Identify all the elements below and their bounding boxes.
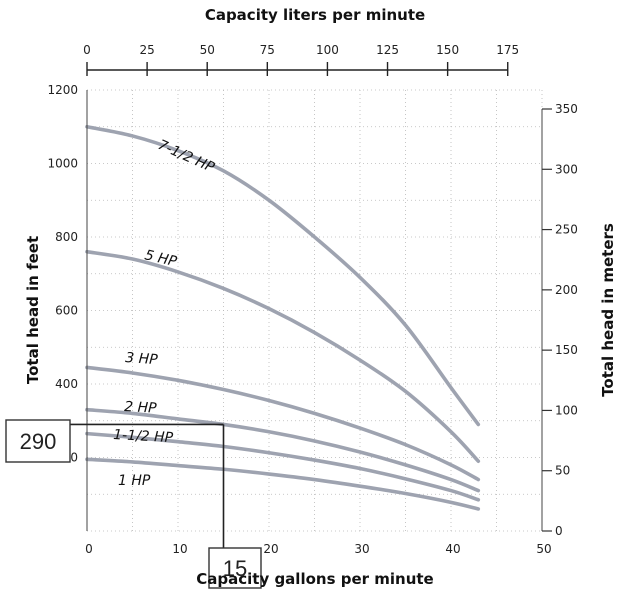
series-line-2 xyxy=(85,365,481,482)
y-tick-label: 1200 xyxy=(47,83,78,97)
top-tick-label: 125 xyxy=(376,43,399,57)
series-label-4: 1-1/2 HP xyxy=(113,427,174,446)
x-tick-label: 10 xyxy=(172,542,187,556)
x-tick-label: 30 xyxy=(354,542,369,556)
axes xyxy=(86,62,552,532)
callout-text-1: 15 xyxy=(223,556,247,581)
series-line-0 xyxy=(85,124,481,427)
series-line-4 xyxy=(85,431,481,502)
callout-text-0: 290 xyxy=(20,429,57,454)
right-tick-label: 250 xyxy=(555,223,578,237)
curve-labels: 7-1/2 HP 5 HP 3 HP 2 HP 1-1/2 HP 1 HP xyxy=(113,137,217,489)
top-axis-title: Capacity liters per minute xyxy=(205,6,425,24)
right-tick-label: 100 xyxy=(555,403,578,417)
right-tick-label: 150 xyxy=(555,343,578,357)
y-tick-label: 400 xyxy=(55,377,78,391)
series-label-2: 3 HP xyxy=(125,350,159,368)
right-axis-title: Total head in meters xyxy=(599,223,617,397)
y-tick-label: 800 xyxy=(55,230,78,244)
curves xyxy=(85,124,481,511)
top-tick-label: 100 xyxy=(316,43,339,57)
right-tick-label: 50 xyxy=(555,464,570,478)
series-line-1 xyxy=(85,249,481,463)
top-tick-label: 25 xyxy=(139,43,154,57)
x-tick-label: 40 xyxy=(445,542,460,556)
series-label-1: 5 HP xyxy=(143,247,179,270)
x-tick-label: 20 xyxy=(263,542,278,556)
x-axis-title: Capacity gallons per minute xyxy=(196,570,433,588)
series-label-3: 2 HP xyxy=(124,399,158,417)
series-line-5 xyxy=(85,457,481,511)
y-tick-label: 1000 xyxy=(47,157,78,171)
right-tick-label: 200 xyxy=(555,283,578,297)
callout-box-1 xyxy=(208,547,262,589)
annotations: 290 15 xyxy=(5,419,262,589)
top-tick-label: 150 xyxy=(436,43,459,57)
top-tick-label: 175 xyxy=(496,43,519,57)
x-tick-label: 50 xyxy=(536,542,551,556)
series-label-0: 7-1/2 HP xyxy=(155,137,217,176)
top-tick-label: 75 xyxy=(260,43,275,57)
x-tick-label: 0 xyxy=(85,542,93,556)
top-tick-label: 0 xyxy=(83,43,91,57)
y-axis-title: Total head in feet xyxy=(24,236,42,384)
callout-box-0 xyxy=(5,419,71,463)
series-line-3 xyxy=(85,407,481,493)
top-tick-label: 50 xyxy=(200,43,215,57)
right-tick-label: 350 xyxy=(555,102,578,116)
right-tick-label: 300 xyxy=(555,162,578,176)
right-tick-label: 0 xyxy=(555,524,563,538)
series-label-5: 1 HP xyxy=(118,473,151,489)
y-tick-label: 600 xyxy=(55,304,78,318)
tick-labels: 0102030405020040060080010001200025507510… xyxy=(47,43,577,556)
